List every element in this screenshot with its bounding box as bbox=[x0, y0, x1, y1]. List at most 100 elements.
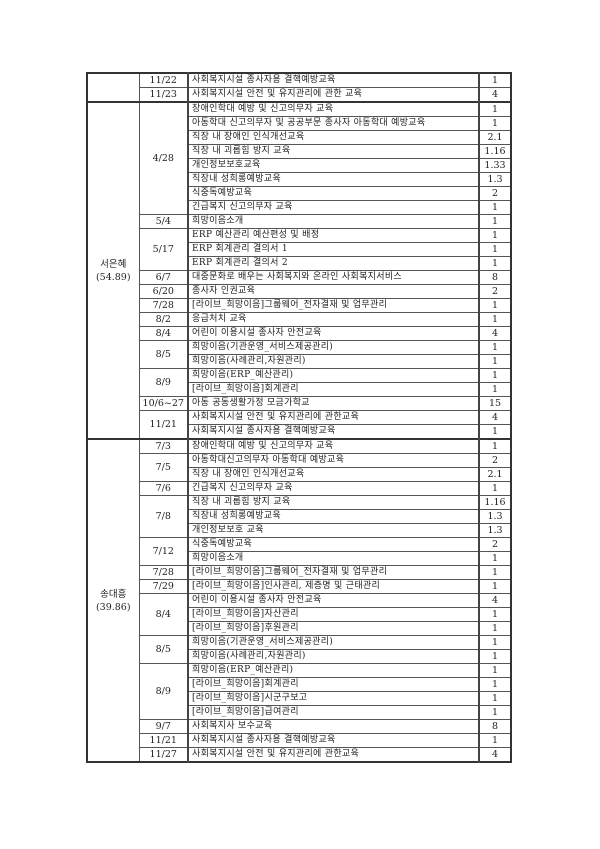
date-cell: 11/22 bbox=[138, 72, 189, 88]
hours-cell: 1 bbox=[478, 354, 512, 369]
staff-name-cell: 서은혜 (54.89) bbox=[86, 101, 140, 440]
date-cell: 7/28 bbox=[138, 298, 189, 313]
course-title-cell: 직장내 성희롱예방교육 bbox=[187, 172, 480, 187]
table-row: 8/9 희망이음(ERP_예산관리) 1 bbox=[87, 663, 512, 720]
course-title-cell: 직장내 성희롱예방교육 bbox=[187, 509, 480, 524]
table-row: 5/4 희망이음소개 1 bbox=[87, 214, 512, 229]
hours-cell: 1.3 bbox=[478, 523, 512, 538]
table-row: 11/21 사회복지시설 안전 및 유지관리에 관한교육 4 bbox=[87, 410, 512, 440]
table-row: 7/12 식중독예방교육 2 bbox=[87, 537, 512, 566]
hours-cell: 1 bbox=[478, 382, 512, 397]
date-cell: 6/7 bbox=[138, 270, 189, 285]
course-title-cell: ERP 예산관리 예산편성 및 배정 bbox=[187, 228, 480, 243]
hours-cell: 1.16 bbox=[478, 144, 512, 159]
course-title-cell: 사회복지시설 종사자용 결핵예방교육 bbox=[187, 733, 480, 748]
hours-cell: 1 bbox=[478, 607, 512, 622]
course-title-cell: [라이브_희망이음]그룹웨어_전자결재 및 업무관리 bbox=[187, 565, 480, 580]
date-cell: 8/5 bbox=[138, 635, 189, 664]
date-cell: 11/23 bbox=[138, 87, 189, 103]
course-title-cell: [라이브_희망이음]급여관리 bbox=[187, 705, 480, 720]
hours-cell: 1 bbox=[478, 565, 512, 580]
table-row: 11/23 사회복지시설 안전 및 유지관리에 관한 교육 4 bbox=[87, 87, 512, 103]
staff-total-hours: (54.89) bbox=[95, 271, 131, 283]
date-cell: 7/28 bbox=[138, 565, 189, 580]
course-title-cell: 희망이음(사례관리,자원관리) bbox=[187, 649, 480, 664]
course-title-cell: 희망이음(사례관리,자원관리) bbox=[187, 354, 480, 369]
hours-cell: 1 bbox=[478, 733, 512, 748]
course-title-cell: 희망이음(기관운영_서비스제공관리) bbox=[187, 340, 480, 355]
hours-cell: 1 bbox=[478, 481, 512, 496]
date-cell: 8/5 bbox=[138, 340, 189, 369]
table-row: 7/28 [라이브_희망이음]그룹웨어_전자결재 및 업무관리 1 bbox=[87, 298, 512, 313]
hours-cell: 1 bbox=[478, 438, 512, 454]
hours-cell: 15 bbox=[478, 396, 512, 411]
hours-cell: 2 bbox=[478, 537, 512, 552]
course-title-cell: 희망이음(기관운영_서비스제공관리) bbox=[187, 635, 480, 650]
course-title-cell: 아동학대신고의무자 아동학대 예방교육 bbox=[187, 453, 480, 468]
hours-cell: 1 bbox=[478, 214, 512, 229]
hours-cell: 1 bbox=[478, 298, 512, 313]
table-row: 5/17 ERP 예산관리 예산편성 및 배정 1 bbox=[87, 228, 512, 271]
table-row: [라이브_희망이음]시군구보고 1 bbox=[87, 691, 512, 706]
staff-name: 송대흥 bbox=[100, 588, 127, 600]
course-title-cell: [라이브_희망이음]시군구보고 bbox=[187, 691, 480, 706]
table-row: 6/20 종사자 인권교육 2 bbox=[87, 284, 512, 299]
hours-cell: 1.3 bbox=[478, 172, 512, 187]
table-row: 송대흥 (39.86) 7/3 장애인학대 예방 및 신고의무자 교육 1 bbox=[86, 438, 512, 763]
hours-cell: 2 bbox=[478, 453, 512, 468]
course-title-cell: 사회복지시설 안전 및 유지관리에 관한교육 bbox=[187, 410, 480, 425]
course-title-cell: 개인정보보호 교육 bbox=[187, 523, 480, 538]
table-row: 11/21 사회복지시설 종사자용 결핵예방교육 1 bbox=[87, 733, 512, 748]
course-title-cell: 직장 내 괴롭힘 방지 교육 bbox=[187, 495, 480, 510]
hours-cell: 1 bbox=[478, 312, 512, 327]
course-title-cell: [라이브_희망이음]인사관리, 제증명 및 근태관리 bbox=[187, 579, 480, 594]
course-title-cell: 어린이 이용시설 종사자 안전교육 bbox=[187, 593, 480, 608]
staff-name-cell: 송대흥 (39.86) bbox=[86, 438, 140, 763]
table-row: 개인정보보호 교육 1.3 bbox=[87, 523, 512, 538]
hours-cell: 1 bbox=[478, 101, 512, 117]
table-row: [라이브_희망이음]후원관리 1 bbox=[87, 621, 512, 636]
course-title-cell: 식중독예방교육 bbox=[187, 537, 480, 552]
date-cell: 6/20 bbox=[138, 284, 189, 299]
hours-cell: 8 bbox=[478, 270, 512, 285]
hours-cell: 2 bbox=[478, 186, 512, 201]
table-row: 서은혜 (54.89) 4/28 장애인학대 예방 및 신고의무자 교육 1 bbox=[86, 101, 512, 440]
table-row: 7/8 직장 내 괴롭힘 방지 교육 1.16 bbox=[87, 495, 512, 538]
date-cell: 10/6~27 bbox=[138, 396, 189, 411]
hours-cell: 4 bbox=[478, 87, 512, 103]
course-title-cell: [라이브_희망이음]자산관리 bbox=[187, 607, 480, 622]
course-title-cell: 사회복지시설 종사자용 결핵예방교육 bbox=[187, 72, 480, 88]
hours-cell: 4 bbox=[478, 747, 512, 763]
hours-cell: 1 bbox=[478, 691, 512, 706]
table-row: 8/5 희망이음(기관운영_서비스제공관리) 1 bbox=[87, 340, 512, 369]
date-cell: 7/8 bbox=[138, 495, 189, 538]
course-title-cell: 희망이음(ERP_예산관리) bbox=[187, 663, 480, 678]
course-title-cell: 사회복지시설 안전 및 유지관리에 관한교육 bbox=[187, 747, 480, 763]
course-title-cell: 장애인학대 예방 및 신고의무자 교육 bbox=[187, 438, 480, 454]
date-cell: 7/3 bbox=[138, 438, 189, 454]
table-row: [라이브_희망이음]회계관리 1 bbox=[87, 677, 512, 692]
table-row: 직장 내 장애인 인식개선교육 2.1 bbox=[87, 130, 512, 145]
course-title-cell: 아동 공동생활가정 모금가학교 bbox=[187, 396, 480, 411]
course-title-cell: ERP 회계관리 결의서 1 bbox=[187, 242, 480, 257]
hours-cell: 1.16 bbox=[478, 495, 512, 510]
course-title-cell: [라이브_희망이음]그룹웨어_전자결재 및 업무관리 bbox=[187, 298, 480, 313]
table-row: 8/2 응급처치 교육 1 bbox=[87, 312, 512, 327]
hours-cell: 4 bbox=[478, 410, 512, 425]
date-cell: 7/12 bbox=[138, 537, 189, 566]
course-title-cell: 희망이음소개 bbox=[187, 551, 480, 566]
table-row: 7/6 긴급복지 신고의무자 교육 1 bbox=[87, 481, 512, 496]
table-row: 8/9 희망이음(ERP_예산관리) 1 bbox=[87, 368, 512, 397]
table-row: [라이브_희망이음]회계관리 1 bbox=[87, 382, 512, 397]
course-title-cell: 직장 내 장애인 인식개선교육 bbox=[187, 467, 480, 482]
table-row: 희망이음(사례관리,자원관리) 1 bbox=[87, 649, 512, 664]
hours-cell: 1 bbox=[478, 200, 512, 215]
date-cell: 11/21 bbox=[138, 410, 189, 440]
course-title-cell: 사회복지사 보수교육 bbox=[187, 719, 480, 734]
hours-cell: 4 bbox=[478, 326, 512, 341]
table-row: 희망이음소개 1 bbox=[87, 551, 512, 566]
course-title-cell: 종사자 인권교육 bbox=[187, 284, 480, 299]
hours-cell: 1 bbox=[478, 72, 512, 88]
hours-cell: 2 bbox=[478, 284, 512, 299]
course-title-cell: 직장 내 괴롭힘 방지 교육 bbox=[187, 144, 480, 159]
